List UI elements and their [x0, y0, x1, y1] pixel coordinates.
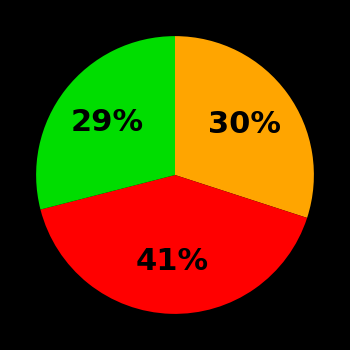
Wedge shape	[41, 175, 307, 314]
Text: 41%: 41%	[136, 246, 209, 275]
Text: 30%: 30%	[208, 110, 281, 139]
Text: 29%: 29%	[70, 108, 144, 137]
Wedge shape	[175, 36, 314, 218]
Wedge shape	[36, 36, 175, 210]
